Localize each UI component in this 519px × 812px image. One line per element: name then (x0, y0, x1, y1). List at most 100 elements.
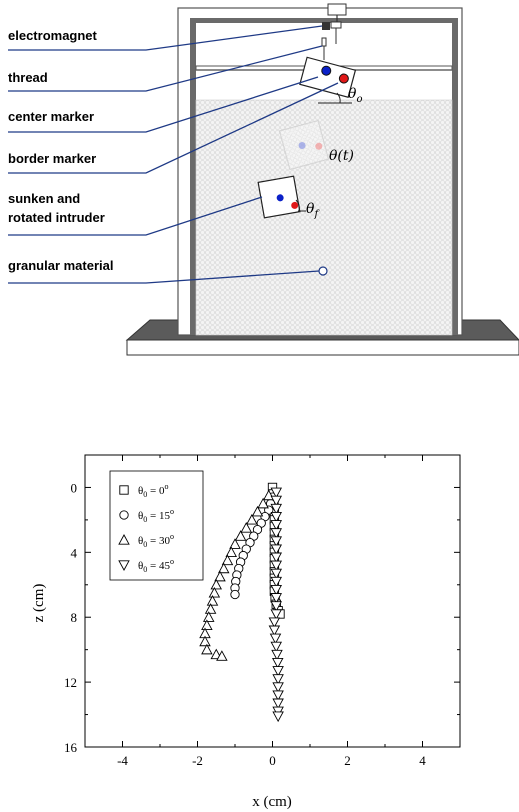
data-point-triangle-down (272, 682, 284, 693)
data-point-triangle-down (270, 503, 283, 515)
data-point-triangle-up (216, 650, 228, 661)
legend-label: θ0 = 0o (138, 482, 169, 499)
base-platform-shadow (126, 339, 519, 356)
label-thread: thread (8, 70, 48, 85)
data-point-triangle-up (210, 578, 223, 590)
data-point-triangle-up (214, 570, 226, 582)
intruder-final (257, 175, 301, 219)
data-point-triangle-down (270, 528, 283, 539)
data-point-triangle-up (251, 505, 264, 517)
data-point-triangle-up (202, 611, 215, 622)
data-point-triangle-up (199, 635, 211, 647)
label-center-marker: center marker (8, 109, 94, 124)
electromagnet-housing (327, 3, 347, 16)
theta-f-label: θf (306, 201, 320, 220)
y-tick-label: 4 (71, 545, 78, 560)
x-tick-label: -4 (117, 753, 128, 768)
data-point-triangle-up (201, 643, 213, 655)
data-point-triangle-up (221, 554, 234, 566)
data-point-triangle-up (225, 546, 238, 557)
data-point-triangle-up (257, 497, 269, 509)
data-point-triangle-down (272, 666, 284, 677)
data-point-triangle-up (201, 619, 213, 630)
right-pillar (452, 18, 458, 335)
data-point-triangle-down (271, 657, 284, 669)
intruder-initial (299, 56, 357, 99)
left-pillar (190, 18, 196, 335)
data-point-triangle-down (272, 711, 284, 723)
center-marker (321, 65, 332, 76)
data-point-triangle-down (270, 584, 283, 596)
y-tick-label: 12 (64, 675, 77, 690)
data-point-triangle-up (229, 538, 241, 549)
data-point-triangle-up (206, 595, 219, 606)
theta-t-label: θ(t) (329, 148, 354, 164)
data-point-triangle-down (272, 698, 284, 710)
label-border-marker: border marker (8, 151, 96, 166)
granular-marker (318, 266, 328, 276)
data-point-triangle-down (270, 601, 283, 612)
data-point-triangle-down (272, 674, 284, 685)
y-axis-title: z (cm) (31, 584, 47, 623)
leader-center-marker (8, 76, 319, 133)
data-markers (199, 482, 285, 723)
electromagnet (322, 22, 330, 30)
legend-label: θ0 = 45o (138, 557, 174, 574)
legend-label: θ0 = 30o (138, 532, 174, 549)
top-crossbar (190, 18, 458, 23)
data-point-triangle-up (217, 562, 230, 574)
legend-marker-triangle-up (118, 534, 130, 545)
data-point-triangle-up (246, 513, 258, 525)
label-granular: granular material (8, 258, 114, 273)
data-point-triangle-down (271, 649, 283, 661)
leader-lines (8, 25, 339, 284)
intruder-intermediate (278, 119, 330, 171)
setup-diagram: θo θ(t) θf electromagnet thread center m… (8, 3, 519, 356)
x-tick-label: 2 (344, 753, 351, 768)
data-point-triangle-up (204, 603, 217, 614)
axis-ticks: -4 -2 0 2 4 0 4 8 12 16 (64, 455, 461, 768)
leader-electromagnet (8, 25, 323, 51)
data-point-triangle-up (234, 530, 247, 541)
border-marker (338, 73, 349, 84)
y-tick-label: 0 (71, 480, 78, 495)
legend: θ0 = 0o θ0 = 15o θ0 = 30o θ0 = 45o (109, 470, 204, 581)
data-point-triangle-down (268, 617, 281, 629)
x-tick-label: 4 (419, 753, 426, 768)
data-point-triangle-down (270, 552, 283, 564)
theta-o-label: θo (348, 86, 362, 105)
x-axis-title: x (cm) (252, 794, 292, 810)
label-sunken-1: sunken and (8, 191, 80, 206)
data-point-triangle-down (270, 576, 283, 588)
data-point-triangle-down (270, 560, 283, 572)
y-tick-label: 8 (71, 610, 78, 625)
data-point-triangle-down (269, 633, 282, 645)
data-point-triangle-down (270, 568, 283, 580)
leader-thread (8, 45, 323, 92)
label-electromagnet: electromagnet (8, 28, 98, 43)
data-point-triangle-down (270, 609, 283, 620)
data-point-triangle-down (270, 536, 283, 547)
data-point-triangle-down (270, 641, 283, 653)
legend-marker-square (119, 485, 129, 495)
data-point-triangle-up (240, 522, 253, 533)
data-point-triangle-down (268, 625, 281, 637)
x-tick-label: 0 (269, 753, 276, 768)
data-point-triangle-down (270, 487, 283, 499)
data-point-circle (230, 589, 240, 600)
label-sunken-2: rotated intruder (8, 210, 105, 225)
data-point-triangle-down (270, 544, 283, 556)
data-point-triangle-down (270, 495, 283, 507)
data-point-triangle-down (270, 593, 283, 604)
data-point-triangle-down (270, 520, 283, 531)
leader-sunken (8, 196, 263, 236)
data-point-triangle-up (208, 586, 221, 598)
y-tick-label: 16 (64, 740, 78, 755)
leader-granular (8, 270, 320, 284)
legend-label: θ0 = 15o (138, 507, 174, 524)
legend-marker-triangle-down (118, 560, 130, 571)
data-point-triangle-up (262, 489, 275, 501)
granular-material (196, 100, 452, 335)
x-tick-label: -2 (192, 753, 203, 768)
